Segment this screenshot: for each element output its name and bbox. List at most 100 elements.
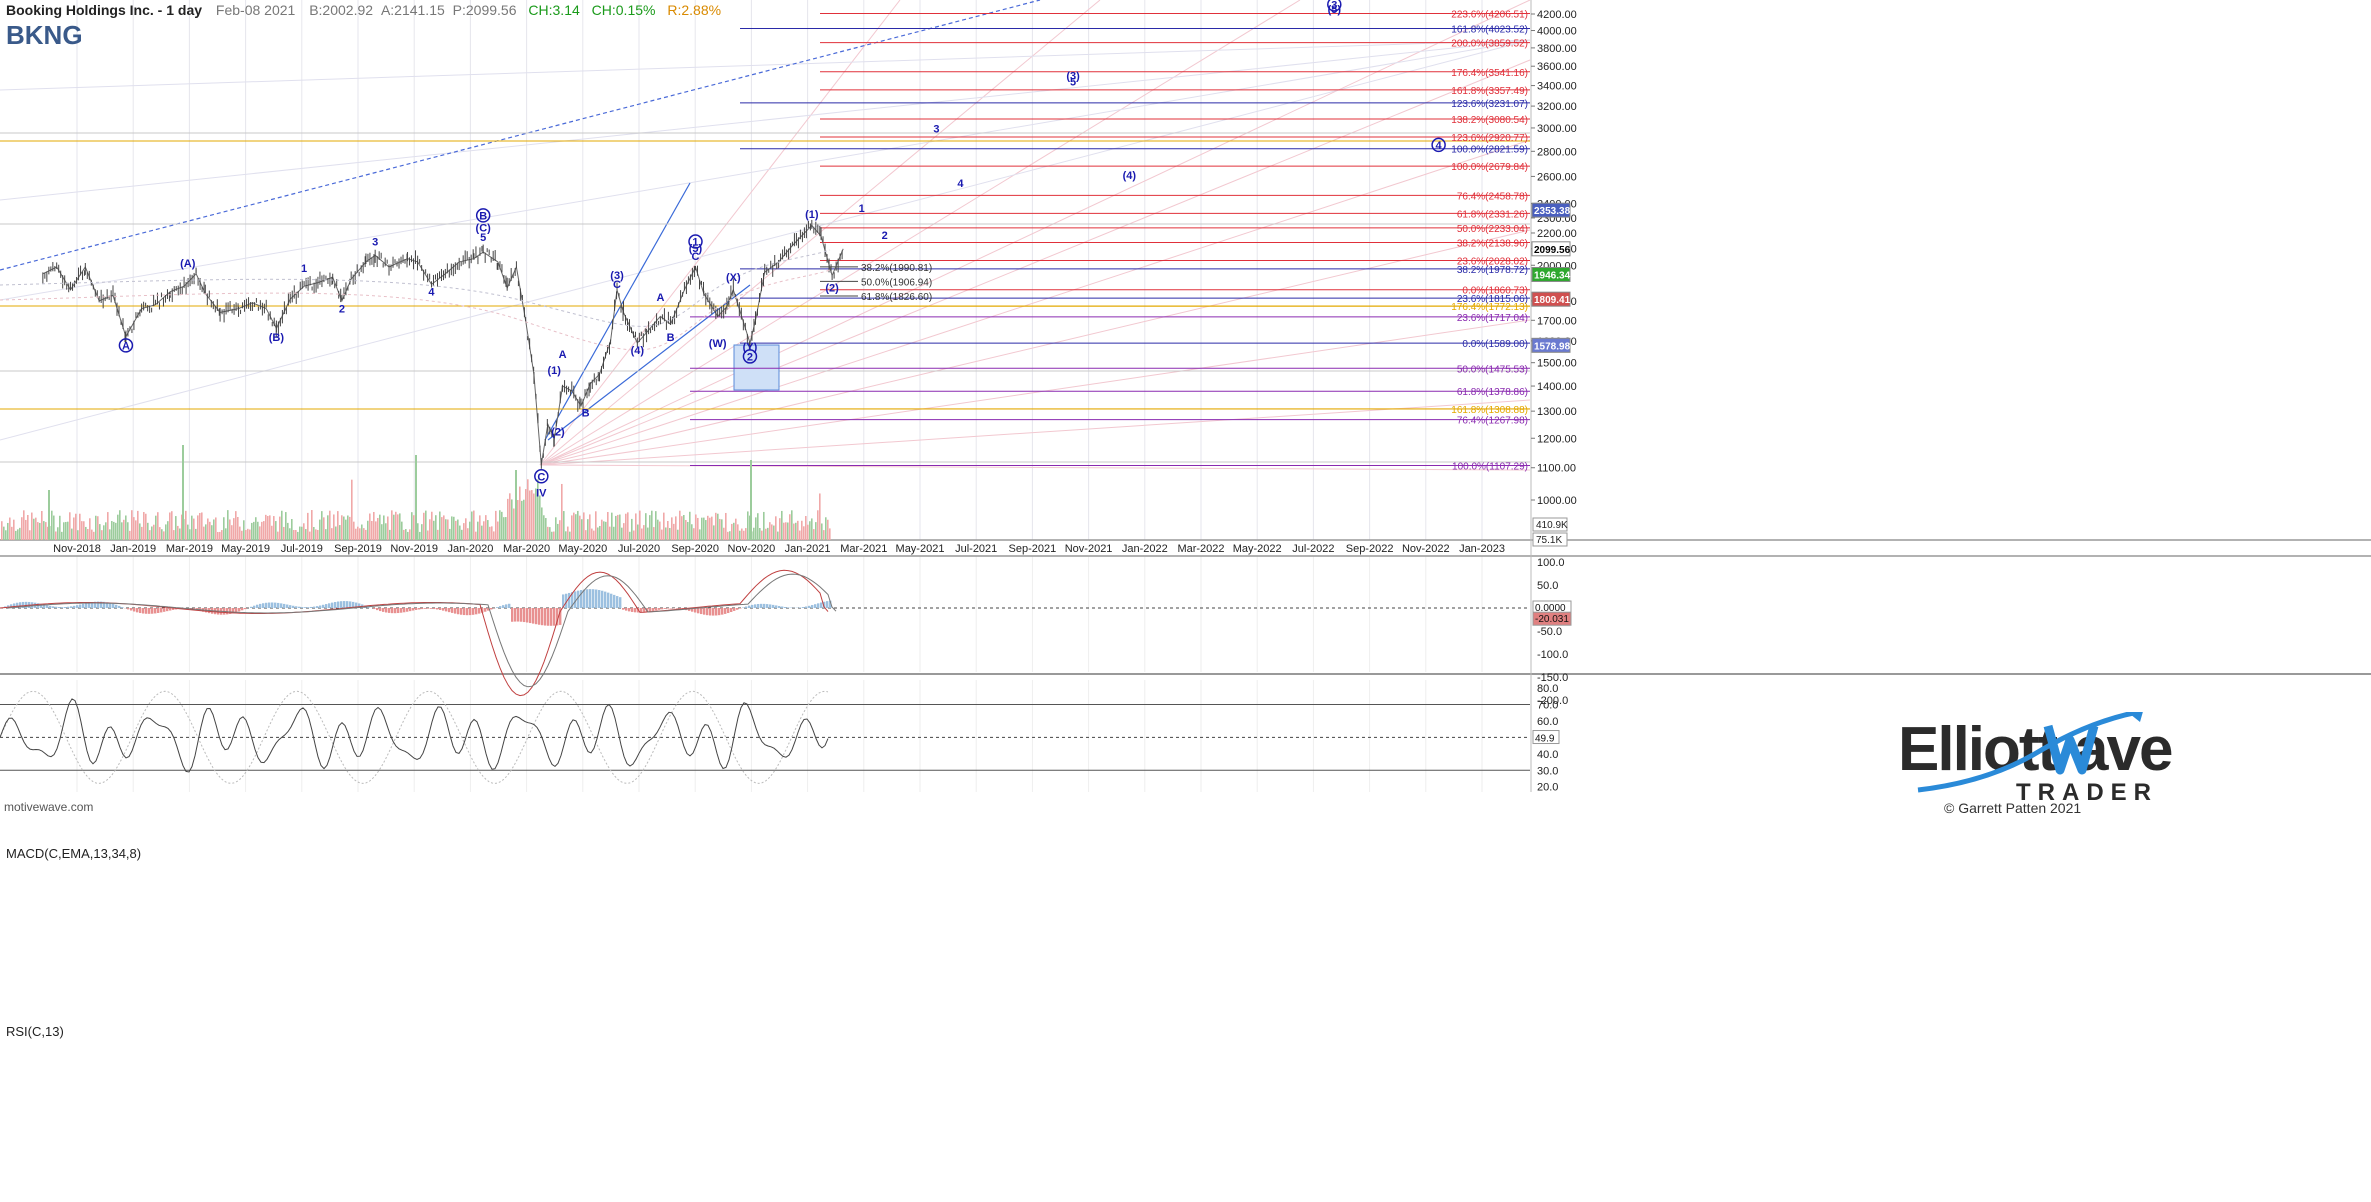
volume-bar [505, 517, 507, 540]
wave-label: (4) [631, 345, 645, 357]
macd-histogram-bar [568, 593, 570, 608]
volume-bar [113, 522, 115, 540]
rsi-badge: 49.9 [1535, 734, 1555, 745]
volume-bar [3, 527, 5, 540]
macd-histogram-bar [403, 608, 405, 612]
volume-bar [103, 525, 105, 540]
fib-label: 38.2%(2138.96) [1457, 239, 1528, 250]
volume-bar [581, 519, 583, 540]
volume-bar [803, 526, 805, 540]
volume-bar [15, 531, 17, 540]
volume-bar [367, 521, 369, 540]
volume-bar [591, 529, 593, 540]
volume-bar [661, 530, 663, 540]
wave-label: IV [536, 488, 547, 500]
volume-bar [309, 532, 311, 540]
volume-bar [135, 520, 137, 540]
volume-bar [249, 530, 251, 540]
volume-bar [511, 499, 513, 540]
volume-bar [809, 521, 811, 540]
volume-bar [659, 522, 661, 540]
volume-spike [750, 460, 752, 540]
fib-label: 61.8%(2331.26) [1457, 209, 1528, 220]
time-tick-label: Jan-2019 [110, 543, 156, 555]
macd-histogram-bar [337, 602, 339, 608]
volume-bar [411, 512, 413, 540]
volume-bar [211, 525, 213, 540]
volume-bar [763, 512, 765, 540]
time-tick-label: May-2019 [221, 543, 270, 555]
macd-histogram-bar [757, 604, 759, 608]
volume-bar [445, 519, 447, 540]
volume-bar [721, 519, 723, 540]
header-change: CH:3.14 [528, 2, 579, 18]
macd-histogram-bar [433, 608, 435, 609]
macd-histogram-bar [460, 608, 462, 615]
volume-bar [141, 527, 143, 540]
volume-bar [347, 515, 349, 540]
volume-bar [717, 514, 719, 540]
wave-label: A [559, 349, 567, 361]
volume-bar [539, 495, 541, 540]
macd-histogram-bar [121, 607, 123, 608]
volume-bar [261, 522, 263, 540]
fib-label: 176.4%(1772.13) [1451, 302, 1528, 313]
volume-bar [551, 532, 553, 540]
volume-bar [35, 518, 37, 540]
macd-histogram-bar [625, 608, 627, 611]
volume-bar [603, 521, 605, 540]
macd-histogram-bar [256, 605, 258, 608]
chart-header: Booking Holdings Inc. - 1 day Feb-08 202… [6, 2, 721, 18]
wave-label: 4 [1436, 140, 1443, 152]
volume-bar [21, 517, 23, 540]
volume-bar [691, 524, 693, 540]
volume-bar [613, 527, 615, 540]
macd-histogram-bar [439, 608, 441, 610]
volume-bar [693, 528, 695, 540]
volume-badge: 410.9K [1536, 520, 1568, 531]
volume-bar [499, 510, 501, 540]
volume-bar [99, 524, 101, 540]
macd-histogram-bar [166, 608, 168, 611]
macd-histogram-bar [628, 608, 630, 611]
volume-bar [13, 520, 15, 540]
macd-histogram-bar [775, 605, 777, 608]
volume-bar [723, 528, 725, 540]
volume-bar [147, 523, 149, 540]
volume-bar [173, 530, 175, 540]
macd-histogram-bar [505, 604, 507, 608]
wave-label: (B) [269, 332, 285, 344]
volume-bar [205, 524, 207, 540]
macd-histogram-bar [472, 608, 474, 615]
volume-bar [17, 529, 19, 540]
macd-histogram-bar [253, 606, 255, 608]
macd-histogram-bar [169, 608, 171, 611]
volume-bar [191, 516, 193, 540]
volume-bar [271, 526, 273, 540]
macd-histogram-bar [619, 597, 621, 608]
header-change-pct: CH:0.15% [592, 2, 656, 18]
volume-bar [781, 511, 783, 540]
volume-bar [421, 524, 423, 540]
volume-bar [29, 530, 31, 540]
price-tick-label: 1500.00 [1537, 358, 1577, 370]
macd-histogram-bar [238, 608, 240, 611]
volume-bar [805, 516, 807, 540]
volume-bar [761, 531, 763, 540]
macd-histogram-bar [139, 608, 141, 613]
volume-badge: 75.1K [1536, 535, 1562, 546]
volume-bar [795, 523, 797, 540]
volume-bar [585, 530, 587, 540]
volume-bar [197, 515, 199, 540]
macd-histogram-bar [547, 608, 549, 626]
price-badge: 1809.41 [1534, 295, 1571, 306]
volume-bar [25, 520, 27, 540]
volume-bar [559, 520, 561, 540]
macd-histogram-bar [652, 608, 654, 611]
macd-histogram-bar [157, 608, 159, 613]
volume-bar [433, 521, 435, 540]
macd-histogram-bar [502, 605, 504, 608]
volume-bar [19, 528, 21, 540]
